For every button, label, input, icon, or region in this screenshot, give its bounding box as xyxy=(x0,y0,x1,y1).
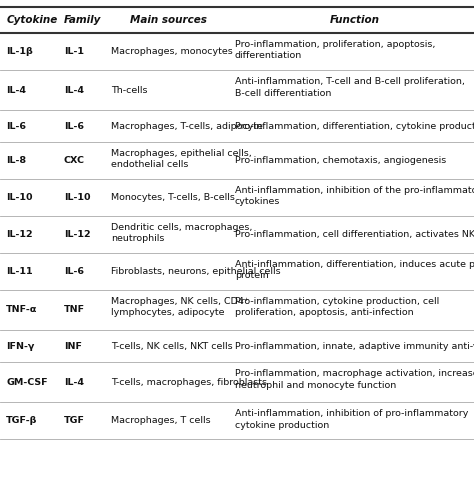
Text: IL-10: IL-10 xyxy=(6,193,33,202)
Text: IL-11: IL-11 xyxy=(6,267,33,276)
Text: Monocytes, T-cells, B-cells: Monocytes, T-cells, B-cells xyxy=(111,193,235,202)
Text: Fibroblasts, neurons, epithelial cells: Fibroblasts, neurons, epithelial cells xyxy=(111,267,281,276)
Text: Function: Function xyxy=(329,15,379,25)
Text: IL-4: IL-4 xyxy=(64,378,84,387)
Text: Anti-inflammation, differentiation, induces acute phase
protein: Anti-inflammation, differentiation, indu… xyxy=(235,259,474,280)
Text: INF: INF xyxy=(64,341,82,351)
Text: Pro-inflammation, cell differentiation, activates NK cell: Pro-inflammation, cell differentiation, … xyxy=(235,230,474,239)
Text: IL-12: IL-12 xyxy=(64,230,91,239)
Text: T-cells, NK cells, NKT cells: T-cells, NK cells, NKT cells xyxy=(111,341,233,351)
Text: T-cells, macrophages, fibroblasts: T-cells, macrophages, fibroblasts xyxy=(111,378,267,387)
Text: TGF: TGF xyxy=(64,416,85,426)
Text: Macrophages, NK cells, CD4⁺
lymphocytes, adipocyte: Macrophages, NK cells, CD4⁺ lymphocytes,… xyxy=(111,297,249,317)
Text: Anti-inflammation, inhibition of pro-inflammatory
cytokine production: Anti-inflammation, inhibition of pro-inf… xyxy=(235,409,468,430)
Text: Pro-inflammation, differentiation, cytokine production: Pro-inflammation, differentiation, cytok… xyxy=(235,122,474,131)
Text: Main sources: Main sources xyxy=(130,15,207,25)
Text: CXC: CXC xyxy=(64,156,85,165)
Text: Anti-inflammation, inhibition of the pro-inflammatory
cytokines: Anti-inflammation, inhibition of the pro… xyxy=(235,185,474,206)
Text: IL-4: IL-4 xyxy=(6,86,26,94)
Text: Pro-inflammation, chemotaxis, angiogenesis: Pro-inflammation, chemotaxis, angiogenes… xyxy=(235,156,446,165)
Text: Macrophages, epithelial cells,
endothelial cells: Macrophages, epithelial cells, endotheli… xyxy=(111,149,252,169)
Text: TGF-β: TGF-β xyxy=(6,416,37,426)
Text: IL-6: IL-6 xyxy=(6,122,26,131)
Text: Macrophages, monocytes: Macrophages, monocytes xyxy=(111,47,233,56)
Text: Pro-inflammation, cytokine production, cell
proliferation, apoptosis, anti-infec: Pro-inflammation, cytokine production, c… xyxy=(235,297,439,317)
Text: Dendritic cells, macrophages,
neutrophils: Dendritic cells, macrophages, neutrophil… xyxy=(111,222,253,243)
Text: TNF-α: TNF-α xyxy=(6,306,37,314)
Text: IL-10: IL-10 xyxy=(64,193,91,202)
Text: GM-CSF: GM-CSF xyxy=(6,378,48,387)
Text: Th-cells: Th-cells xyxy=(111,86,148,94)
Text: IL-12: IL-12 xyxy=(6,230,33,239)
Text: Macrophages, T-cells, adipocyte: Macrophages, T-cells, adipocyte xyxy=(111,122,263,131)
Text: IL-1: IL-1 xyxy=(64,47,84,56)
Text: IL-4: IL-4 xyxy=(64,86,84,94)
Text: IL-6: IL-6 xyxy=(64,122,84,131)
Text: TNF: TNF xyxy=(64,306,85,314)
Text: Macrophages, T cells: Macrophages, T cells xyxy=(111,416,211,426)
Text: Pro-inflammation, macrophage activation, increase
neutrophil and monocyte functi: Pro-inflammation, macrophage activation,… xyxy=(235,369,474,390)
Text: Pro-inflammation, proliferation, apoptosis,
differentiation: Pro-inflammation, proliferation, apoptos… xyxy=(235,39,435,60)
Text: Anti-inflammation, T-cell and B-cell proliferation,
B-cell differentiation: Anti-inflammation, T-cell and B-cell pro… xyxy=(235,77,465,97)
Text: IL-8: IL-8 xyxy=(6,156,26,165)
Text: Cytokine: Cytokine xyxy=(6,15,57,25)
Text: IL-1β: IL-1β xyxy=(6,47,33,56)
Text: IL-6: IL-6 xyxy=(64,267,84,276)
Text: IFN-γ: IFN-γ xyxy=(6,341,35,351)
Text: Family: Family xyxy=(64,15,101,25)
Text: Pro-inflammation, innate, adaptive immunity anti-viral: Pro-inflammation, innate, adaptive immun… xyxy=(235,341,474,351)
